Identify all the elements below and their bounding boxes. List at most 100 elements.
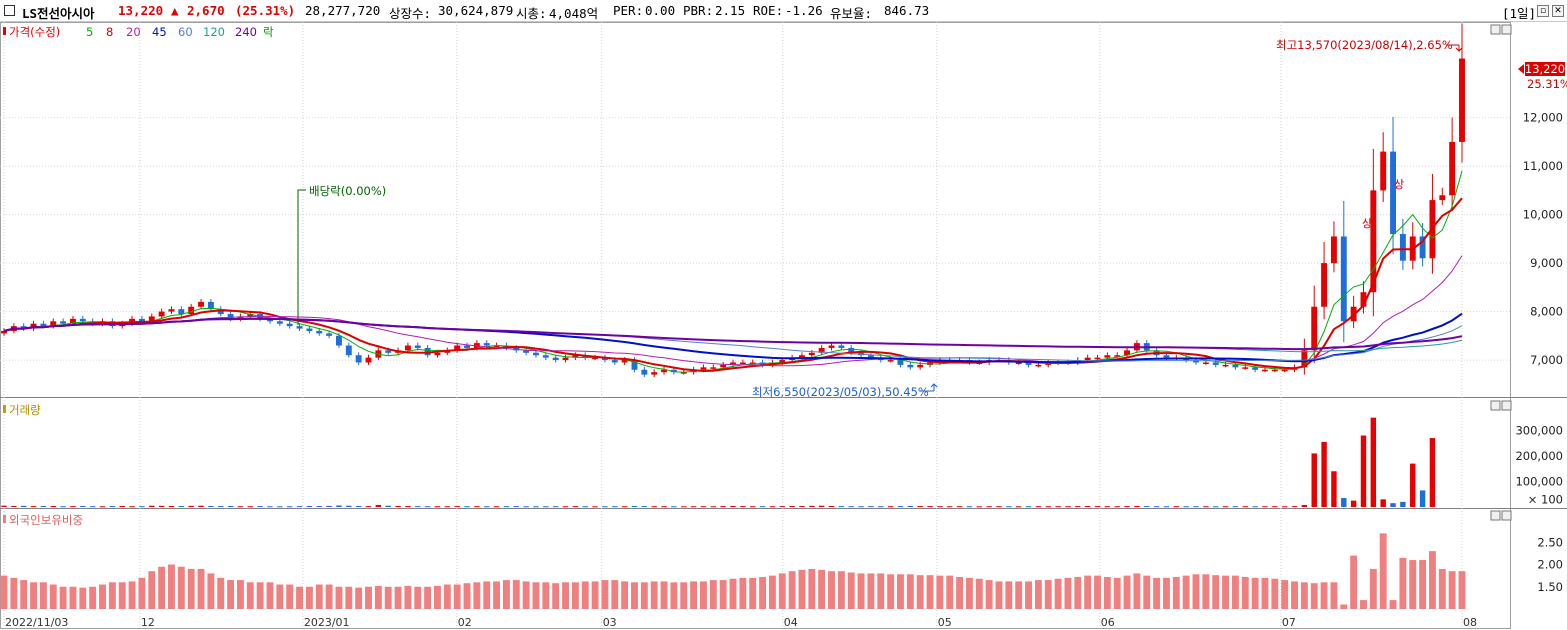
foreign-bar: [99, 584, 106, 609]
volume-bar: [1015, 506, 1022, 508]
foreign-bar: [650, 581, 658, 609]
foreign-bar: [847, 572, 855, 609]
price-panel-close-button[interactable]: [1501, 24, 1512, 35]
ma120-line: [3, 318, 1463, 353]
candle-body: [50, 321, 57, 327]
volume-bar: [158, 505, 165, 507]
candle-body: [168, 309, 175, 312]
foreign-bar: [1241, 576, 1249, 609]
candle-body: [414, 345, 421, 348]
foreign-bar: [581, 581, 589, 609]
roe-value: -1.26: [785, 3, 823, 18]
foreign-panel-minimize-button[interactable]: [1490, 510, 1501, 521]
volume-bar: [592, 506, 598, 508]
close-button[interactable]: ✕: [1552, 5, 1564, 17]
foreign-bar: [690, 581, 698, 609]
foreign-bar: [128, 581, 136, 609]
volume-bar: [50, 505, 56, 507]
candle-body: [70, 318, 76, 324]
candle-body: [276, 321, 283, 324]
foreign-bar: [680, 582, 688, 609]
stock-chart: 2022/11/03 12 2023/01 02 03 04 05 06 07 08 7,000 8,…: [0, 22, 1567, 629]
volume-bar: [1429, 438, 1436, 507]
volume-bar: [503, 506, 510, 508]
candle-body: [1370, 190, 1377, 293]
volume-bar: [119, 505, 125, 507]
foreign-bar: [463, 583, 471, 609]
volume-bar: [1183, 506, 1189, 508]
legend-ma60: 60: [178, 25, 193, 39]
y-tick-label: 9,000: [1530, 256, 1563, 270]
high-arrow-head: [1455, 45, 1463, 53]
candle-body: [60, 321, 67, 324]
candle-body: [296, 326, 303, 329]
candle-body: [601, 357, 608, 361]
volume-bar: [1311, 453, 1317, 507]
volume-bar: [562, 506, 569, 508]
market-cap: 4,048억: [549, 6, 599, 21]
foreign-bar: [384, 586, 392, 609]
volume-bar: [1094, 506, 1101, 508]
foreign-bar: [207, 573, 215, 609]
price-panel-minimize-button[interactable]: [1490, 24, 1501, 35]
candle-body: [710, 367, 717, 369]
foreign-bar: [1320, 582, 1328, 609]
candle-body: [365, 357, 372, 363]
legend-marker: [3, 515, 6, 523]
foreign-bar: [168, 564, 175, 609]
minimize-button[interactable]: ▫: [1537, 5, 1549, 17]
volume-panel-minimize-button[interactable]: [1490, 400, 1501, 411]
foreign-bar: [266, 582, 274, 609]
pbr-label: PBR:: [683, 3, 714, 18]
volume-panel-close-button[interactable]: [1501, 400, 1512, 411]
candle-body: [1025, 362, 1032, 365]
foreign-bar: [1133, 573, 1141, 609]
stock-name[interactable]: LS전선아시아: [22, 6, 95, 21]
foreign-bar: [670, 582, 678, 609]
foreign-bar: [877, 573, 885, 609]
foreign-bar: [768, 575, 776, 609]
volume-bar: [1232, 506, 1239, 508]
foreign-bar: [197, 568, 205, 609]
candle-body: [808, 352, 815, 356]
candle-body: [562, 357, 569, 361]
candle-body: [779, 360, 786, 363]
volume-bar: [1380, 499, 1386, 507]
volume-bar: [789, 505, 795, 507]
volume-bar: [602, 506, 608, 508]
period-selector[interactable]: [1일]: [1502, 6, 1537, 21]
foreign-bar: [778, 573, 786, 609]
candle-body: [1439, 195, 1446, 201]
volume-bar: [878, 506, 884, 508]
candle-body: [1124, 350, 1131, 356]
volume-bar: [1331, 471, 1337, 507]
foreign-bar: [512, 580, 520, 609]
volume-bar: [336, 505, 342, 507]
candle-body: [1232, 364, 1239, 368]
candle-body: [1, 330, 7, 334]
volume-bar: [523, 506, 529, 508]
volume-bar: [681, 506, 687, 508]
volume-bar: [464, 506, 470, 508]
candle-body: [138, 318, 145, 322]
dividend-marker: [297, 189, 306, 325]
foreign-bar: [837, 571, 845, 609]
candle-body: [523, 350, 530, 353]
dividend-annotation: 배당락(0.00%): [309, 184, 386, 198]
foreign-bar: [217, 577, 225, 609]
candle-body: [493, 345, 500, 348]
candle-body: [887, 360, 894, 362]
x-tick-label: 06: [1101, 616, 1115, 629]
volume-bar: [1400, 501, 1406, 507]
volume-bar: [937, 506, 943, 508]
foreign-bar: [286, 584, 294, 609]
foreign-panel-close-button[interactable]: [1501, 510, 1512, 521]
volume-bar: [257, 506, 263, 508]
foreign-bar: [1438, 568, 1446, 609]
volume-bar: [671, 506, 677, 508]
foreign-bar: [571, 582, 579, 609]
foreign-bar: [355, 587, 363, 609]
select-checkbox[interactable]: [4, 5, 15, 16]
foreign-bar: [1458, 571, 1466, 609]
candle-body: [237, 316, 244, 319]
